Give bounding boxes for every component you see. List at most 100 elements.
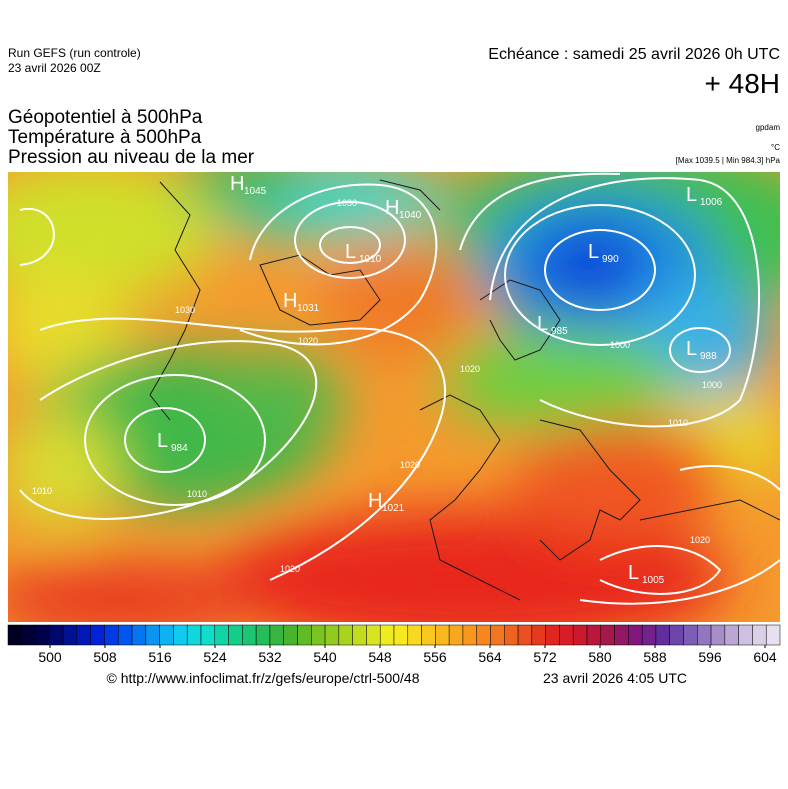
colorbar-cell [118,624,133,646]
colorbar-cell [559,624,574,646]
center-value: 1040 [399,210,422,221]
colorbar-cell [628,624,643,646]
colorbar-tick-label: 500 [38,649,62,665]
colorbar-tick-label: 604 [753,649,777,665]
colorbar-cell [104,624,119,646]
isobars [19,172,780,605]
colorbar-tick-label: 580 [588,649,612,665]
title-3: Pression au niveau de la mer [8,147,255,168]
colorbar-cell [186,624,202,646]
center-letter: L [345,241,356,263]
center-value: 1031 [297,303,320,314]
colorbar-cell [738,624,753,646]
center-letter: L [588,241,599,263]
center-letter: L [686,184,697,206]
colorbar-cell [724,624,739,646]
colorbar-tick-label: 572 [533,649,557,665]
center-value: 990 [602,254,619,265]
center-letter: L [157,430,168,452]
colorbar-cell [379,624,395,646]
center-value: 988 [700,351,717,362]
colorbar-cell [21,624,36,646]
colorbar-cell [641,624,657,646]
valid-time: Echéance : samedi 25 avril 2026 0h UTC [488,46,780,63]
colorbar-cell [421,624,436,646]
isobar-label: 1020 [298,336,318,346]
colorbar-cell [35,624,50,646]
colorbar-tick-label: 516 [148,649,172,665]
colorbar-cell [683,624,698,646]
center-value: 1045 [244,186,267,197]
colorbar-tick-label: 556 [423,649,447,665]
colorbar-cell [614,624,629,646]
center-letter: L [686,338,697,360]
center-letter: H [283,290,297,312]
colorbar-cell [90,624,105,646]
colorbar-tick-label: 596 [698,649,722,665]
isobar-label: 1020 [690,535,710,545]
isobar-label: 1000 [610,340,630,350]
colorbar-cell [159,624,174,646]
colorbar-cell [269,624,284,646]
center-letter: H [230,173,244,195]
colorbar-cell [49,624,64,646]
colorbar-cell [531,624,546,646]
center-letter: H [368,490,382,512]
colorbar-cell [697,624,712,646]
colorbar-tick-label: 564 [478,649,502,665]
colorbar-cell [7,624,23,646]
colorbar-cell [228,624,243,646]
colorbar-cell [255,624,271,646]
colorbar-cell [352,624,367,646]
center-letter: L [628,562,639,584]
source: gpdam [755,123,780,132]
colorbar-tick-label: 508 [93,649,117,665]
colorbar-cell [393,624,409,646]
colorbar-tick-label: 532 [258,649,282,665]
isobar-label: 1030 [175,305,195,315]
colorbar-cell [669,624,684,646]
colorbar-cell [572,624,588,646]
footer-stamp: 23 avril 2026 4:05 UTC [543,670,687,686]
isobar-label: 1010 [668,418,688,428]
center-value: 984 [171,443,188,454]
colorbar-cell [765,624,781,646]
colorbar-tick-label: 524 [203,649,227,665]
colorbar-cell [214,624,229,646]
isobar-label: 1020 [280,564,300,574]
center-value: 1021 [382,503,405,514]
run-date: 23 avril 2026 00Z [8,61,101,75]
colorbar-cell [655,624,670,646]
center-value: 1005 [642,575,665,586]
colorbar-cell [545,624,560,646]
colorbar-cell [324,624,340,646]
colorbar-cell [242,624,257,646]
colorbar-cell [407,624,422,646]
colorbar-cell [297,624,312,646]
colorbar-cell [173,624,188,646]
run-name: Run GEFS (run controle) [8,46,141,60]
colorbar-cell [435,624,450,646]
isobar-label: 1030 [337,198,357,208]
footer-url: © http://www.infoclimat.fr/z/gefs/europe… [106,670,419,686]
isobar-label: 1010 [187,489,207,499]
colorbar-cell [283,624,298,646]
colorbar-cell [586,624,602,646]
colorbar-cell [131,624,147,646]
colorbar-cell [504,624,519,646]
isobar-label: 1010 [32,486,52,496]
unit: °C [771,143,780,152]
colorbar-cell [752,624,767,646]
center-letter: H [385,197,399,219]
colorbar-cell [490,624,505,646]
colorbar-cell [517,624,533,646]
colorbar-tick-label: 548 [368,649,392,665]
colorbar-tick-label: 540 [313,649,337,665]
colorbar-tick-label: 588 [643,649,667,665]
isobar-label: 1020 [460,364,480,374]
colorbar-cell [145,624,160,646]
center-letter: L [537,313,548,335]
